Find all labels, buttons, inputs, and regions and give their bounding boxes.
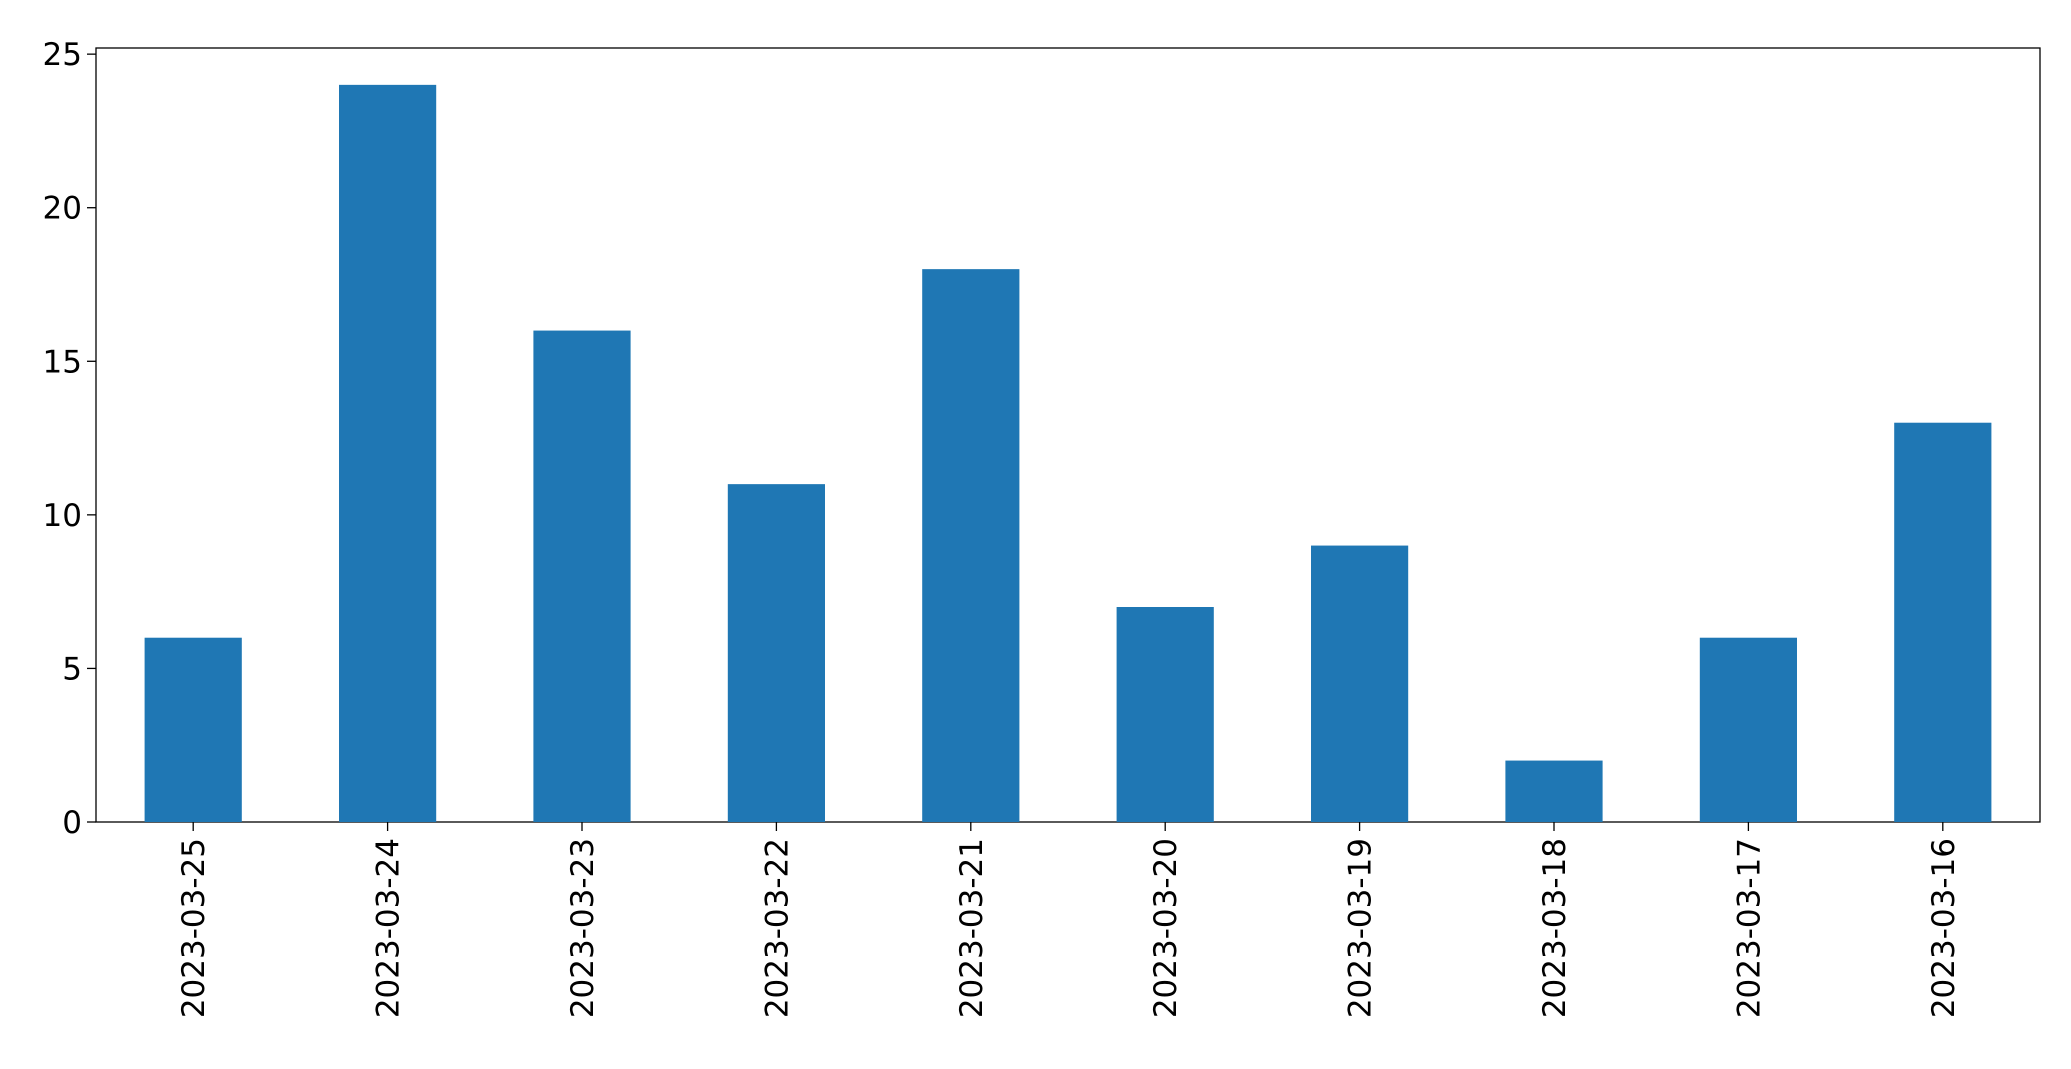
x-tick-label: 2023-03-24 [371, 838, 407, 1018]
y-tick-label: 10 [43, 498, 82, 534]
x-tick-label: 2023-03-21 [954, 838, 990, 1018]
bar [1505, 760, 1603, 822]
bar [533, 330, 631, 822]
x-tick-label: 2023-03-18 [1537, 838, 1573, 1018]
x-tick-label: 2023-03-23 [565, 838, 601, 1018]
y-tick-label: 0 [62, 805, 82, 841]
x-tick-label: 2023-03-22 [759, 838, 795, 1018]
plot-frame [95, 47, 2041, 823]
x-tick-label: 2023-03-25 [176, 838, 212, 1018]
bar [339, 84, 437, 823]
bar [1116, 607, 1214, 822]
x-tick-label: 2023-03-20 [1148, 838, 1184, 1018]
y-tick-label: 20 [43, 191, 82, 227]
bar [727, 484, 825, 822]
y-tick-label: 25 [43, 37, 82, 73]
y-tick-label: 15 [43, 344, 82, 380]
x-tick-label: 2023-03-16 [1926, 838, 1962, 1018]
bar [1699, 637, 1797, 822]
bar [1894, 422, 1992, 822]
bar [922, 269, 1020, 823]
x-tick-label: 2023-03-17 [1731, 838, 1767, 1018]
bar [144, 637, 242, 822]
x-tick-label: 2023-03-19 [1343, 838, 1379, 1018]
y-tick-label: 5 [62, 651, 82, 687]
bar [1311, 545, 1409, 822]
